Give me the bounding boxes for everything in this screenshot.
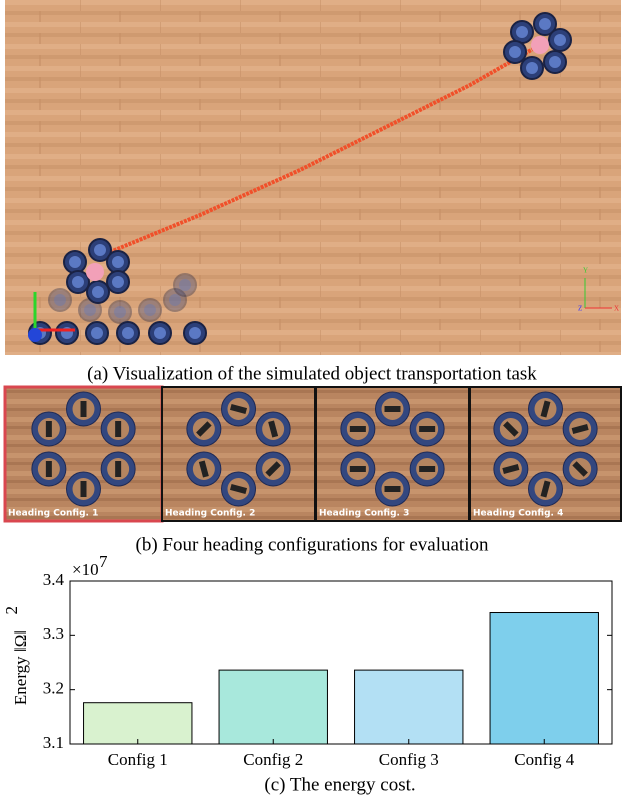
payload (531, 36, 549, 54)
robot-core (91, 327, 103, 339)
robot-core (84, 304, 96, 316)
x-tick-label: Config 1 (108, 750, 168, 769)
robot-body (385, 406, 401, 412)
robot-core (539, 18, 551, 30)
robot-body (115, 461, 121, 477)
panel-label: Heading Config. 3 (319, 509, 409, 519)
panel-label: Heading Config. 2 (165, 509, 255, 519)
heading-panel: Heading Config. 4 (470, 387, 621, 521)
x-tick-label: Config 3 (379, 750, 439, 769)
robot-core (122, 327, 134, 339)
robot-body (81, 401, 87, 417)
panel-row: Heading Config. 1 Heading Config. 2 Headin… (5, 387, 621, 521)
axis-z-marker (28, 328, 42, 342)
robot-core (92, 286, 104, 298)
gizmo-label: X (614, 305, 619, 313)
bar (219, 670, 327, 744)
caption: (c) The energy cost. (264, 774, 415, 795)
robot-core (509, 46, 521, 58)
robot-body (350, 426, 366, 432)
robot-body (419, 466, 435, 472)
bar-chart: Config 1 Config 2 Config 3 Config 4 3.1 3.2 3.… (2, 552, 612, 769)
bar (84, 703, 192, 744)
payload (86, 263, 104, 281)
y-scale-label: ×10 (72, 560, 99, 579)
robot-core (112, 256, 124, 268)
robot-core (69, 256, 81, 268)
robot-body (81, 481, 87, 497)
y-tick-label: 3.2 (43, 679, 64, 698)
caption: (b) Four heading configurations for eval… (136, 534, 489, 555)
y-tick-label: 3.1 (43, 733, 64, 752)
y-tick-label: 3.4 (43, 570, 65, 589)
robot-body (419, 426, 435, 432)
gizmo-label: Y (583, 267, 588, 275)
robot-body (385, 486, 401, 492)
robot-body (350, 466, 366, 472)
bar (490, 613, 598, 744)
heading-panel: Heading Config. 2 (162, 387, 315, 521)
robot-core (189, 327, 201, 339)
robot-core (169, 294, 181, 306)
simulation-view: Y Z X (5, 0, 621, 355)
heading-panel: Heading Config. 1 (5, 387, 162, 521)
robot-core (54, 294, 66, 306)
robot-core (72, 276, 84, 288)
panel-label: Heading Config. 1 (8, 509, 98, 519)
heading-panel: Heading Config. 3 (316, 387, 469, 521)
bar (355, 670, 463, 744)
robot-core (114, 306, 126, 318)
robot-core (112, 276, 124, 288)
robot-core (94, 244, 106, 256)
caption: (a) Visualization of the simulated objec… (87, 363, 537, 384)
robot-body (115, 421, 121, 437)
robot-body (46, 461, 52, 477)
x-tick-label: Config 4 (514, 750, 574, 769)
robot-core (526, 62, 538, 74)
robot-core (144, 304, 156, 316)
robot-body (46, 421, 52, 437)
robot-core (179, 279, 191, 291)
robot-core (516, 26, 528, 38)
y-tick-label: 3.3 (43, 624, 64, 643)
y-scale-sup: 7 (99, 552, 108, 571)
robot-core (549, 56, 561, 68)
figure: Y Z X (a) Visualization of the simulated… (0, 0, 624, 806)
robot-core (154, 327, 166, 339)
y-axis-label-sup: 2 (2, 606, 21, 615)
gizmo-label: Z (578, 305, 582, 313)
y-axis-label: Energy ‖Ω‖ (11, 630, 30, 705)
panel-label: Heading Config. 4 (473, 509, 563, 519)
robot-core (554, 34, 566, 46)
x-tick-label: Config 2 (243, 750, 303, 769)
